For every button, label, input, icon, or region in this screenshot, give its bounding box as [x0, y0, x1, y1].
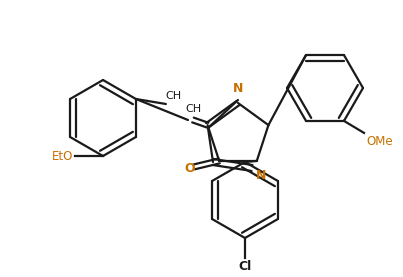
Text: O: O — [184, 162, 195, 175]
Text: CH: CH — [185, 104, 201, 114]
Text: EtO: EtO — [52, 150, 73, 163]
Text: N: N — [256, 169, 266, 182]
Text: N: N — [233, 82, 243, 95]
Text: CH: CH — [166, 91, 182, 101]
Text: OMe: OMe — [366, 135, 393, 148]
Text: Cl: Cl — [239, 260, 251, 273]
